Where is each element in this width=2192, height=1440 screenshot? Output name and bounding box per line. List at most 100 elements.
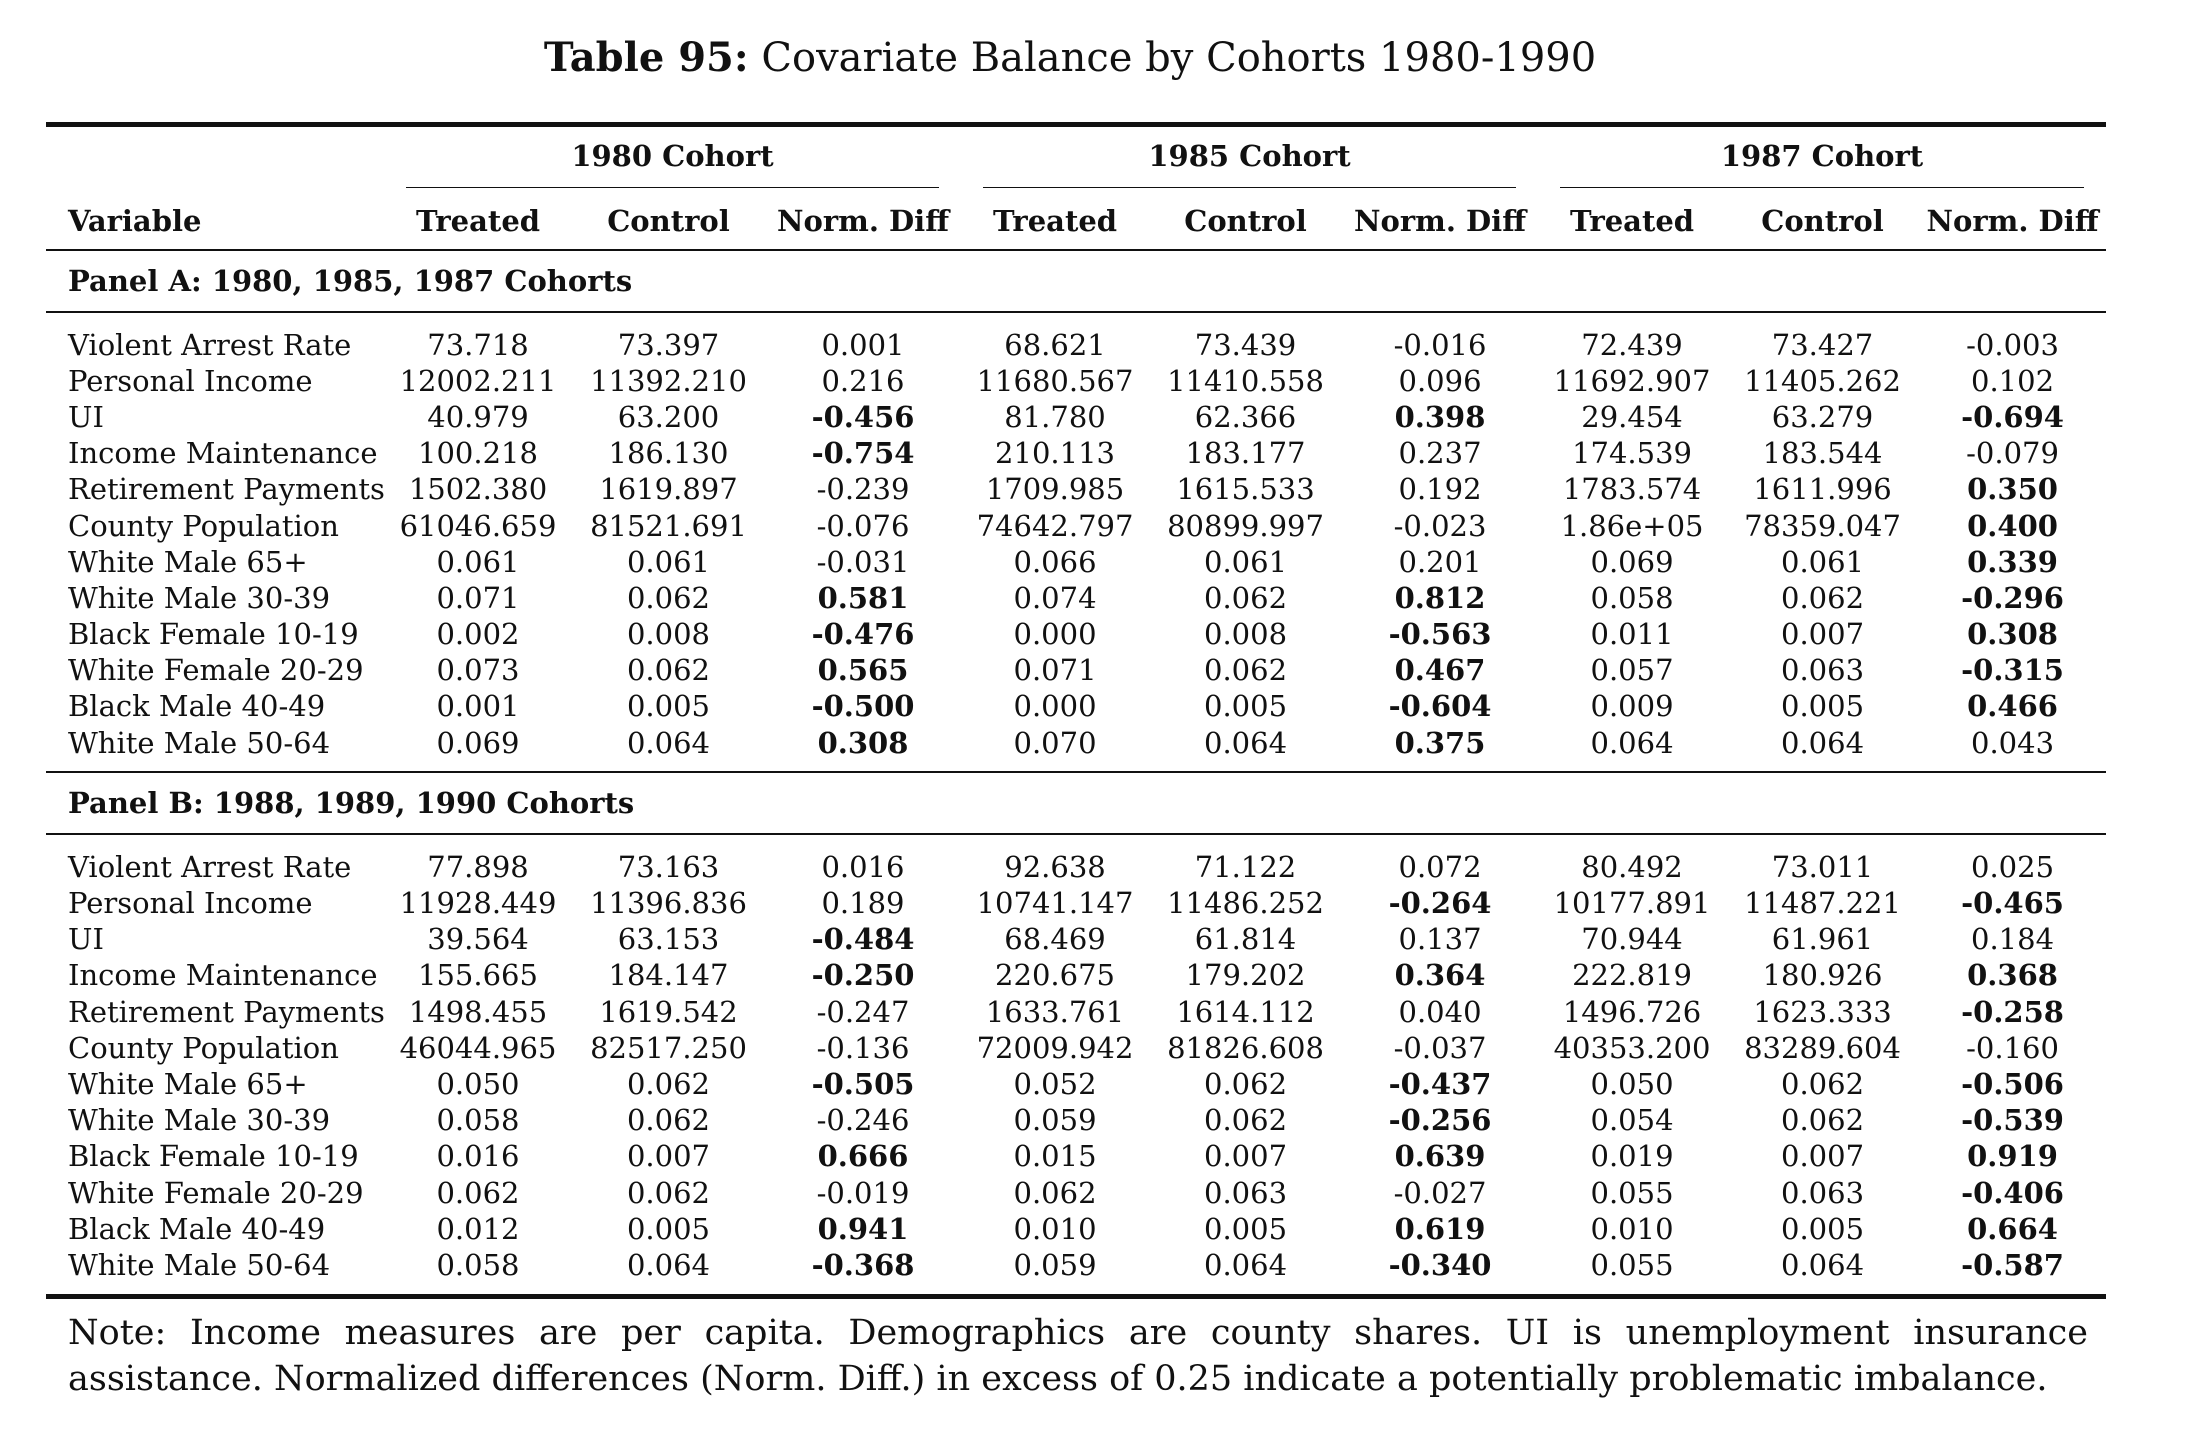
- cell-norm-diff: -0.136: [816, 1030, 910, 1065]
- cell-norm-diff: 0.137: [1398, 922, 1482, 957]
- row-variable-label: White Male 30-39: [68, 1103, 331, 1138]
- cell-norm-diff: 0.639: [1394, 1139, 1486, 1174]
- row-variable-label: White Female 20-29: [68, 653, 364, 688]
- cell-norm-diff: 0.192: [1398, 472, 1482, 507]
- col-treated: Treated: [1569, 204, 1695, 238]
- table-title-label: Table 95:: [543, 34, 749, 81]
- cell-norm-diff: 0.237: [1398, 436, 1482, 471]
- table-row: White Male 50-64 0.069 0.064 0.308 0.070 0.06…: [46, 725, 2106, 761]
- table-title: Table 95: Covariate Balance by Cohorts 1…: [0, 34, 2140, 81]
- cell-norm-diff: 0.025: [1971, 849, 2055, 884]
- cell-norm-diff: 0.666: [817, 1139, 909, 1174]
- cell-control: 0.063: [1781, 653, 1865, 688]
- cell-norm-diff: -0.340: [1388, 1247, 1492, 1282]
- cell-treated: 77.898: [427, 849, 529, 884]
- row-variable-label: White Male 65+: [68, 1066, 308, 1101]
- cell-control: 1611.996: [1753, 472, 1892, 507]
- cell-treated: 174.539: [1572, 436, 1692, 471]
- cell-control: 0.005: [1781, 689, 1865, 724]
- cell-norm-diff: 0.339: [1967, 544, 2058, 579]
- cell-treated: 0.059: [1013, 1247, 1097, 1282]
- row-variable-label: UI: [68, 399, 104, 434]
- cell-treated: 0.016: [436, 1139, 520, 1174]
- cell-treated: 0.058: [1590, 580, 1674, 615]
- cell-treated: 0.000: [1013, 617, 1097, 652]
- panel-end-spacer: [46, 761, 2106, 772]
- cell-treated: 100.218: [418, 436, 538, 471]
- cell-treated: 1502.380: [408, 472, 548, 507]
- cell-control: 11396.836: [590, 886, 747, 921]
- cell-norm-diff: -0.506: [1961, 1066, 2064, 1101]
- cell-norm-diff: 0.308: [817, 725, 909, 760]
- cell-control: 73.427: [1771, 327, 1874, 362]
- cell-control: 73.439: [1194, 327, 1297, 362]
- row-variable-label: Black Female 10-19: [68, 617, 359, 652]
- cell-treated: 0.069: [1590, 544, 1674, 579]
- cell-control: 0.061: [1204, 544, 1288, 579]
- cell-treated: 80.492: [1581, 849, 1683, 884]
- cell-treated: 210.113: [995, 436, 1115, 471]
- cell-treated: 11928.449: [399, 886, 557, 921]
- col-treated: Treated: [415, 204, 541, 238]
- row-variable-label: White Male 65+: [68, 544, 308, 579]
- cell-norm-diff: -0.019: [816, 1175, 910, 1210]
- table-row: White Male 65+ 0.061 0.061 -0.031 0.066 0.061…: [46, 544, 2106, 580]
- row-variable-label: Retirement Payments: [68, 994, 385, 1029]
- cell-treated: 46044.965: [399, 1030, 557, 1065]
- cell-control: 0.063: [1781, 1175, 1865, 1210]
- table-row: UI 40.979 63.200 -0.456 81.780 62.366 0.398 29.…: [46, 399, 2106, 435]
- cell-treated: 0.019: [1590, 1139, 1674, 1174]
- cell-control: 71.122: [1194, 849, 1297, 884]
- cell-control: 0.007: [1781, 1139, 1865, 1174]
- cell-treated: 0.064: [1590, 725, 1674, 760]
- cell-control: 0.062: [1204, 1103, 1288, 1138]
- cell-control: 0.061: [1781, 544, 1865, 579]
- panel-label: Panel A: 1980, 1985, 1987 Cohorts: [68, 264, 633, 298]
- cell-control: 63.153: [617, 922, 720, 957]
- cell-norm-diff: 0.201: [1398, 544, 1482, 579]
- panel-end-spacer: [46, 1284, 2107, 1296]
- cell-treated: 0.001: [436, 689, 520, 724]
- cell-control: 0.062: [626, 1103, 711, 1138]
- cell-control: 0.007: [1781, 617, 1865, 652]
- cell-treated: 222.819: [1572, 958, 1692, 993]
- cell-norm-diff: -0.247: [816, 994, 910, 1029]
- row-variable-label: Violent Arrest Rate: [68, 327, 352, 362]
- cell-control: 0.064: [626, 1247, 711, 1282]
- cell-treated: 0.069: [436, 725, 520, 760]
- cell-treated: 68.469: [1004, 922, 1106, 957]
- cell-norm-diff: 0.001: [821, 327, 905, 362]
- cell-treated: 0.000: [1013, 689, 1097, 724]
- cell-control: 0.062: [1781, 580, 1865, 615]
- cell-treated: 1633.761: [985, 994, 1125, 1029]
- col-treated: Treated: [992, 204, 1118, 238]
- cell-norm-diff: 0.375: [1394, 725, 1486, 760]
- panel-header-row: Panel A: 1980, 1985, 1987 Cohorts: [46, 250, 2107, 312]
- cell-control: 0.064: [1781, 725, 1865, 760]
- table-row: Violent Arrest Rate 73.718 73.397 0.001 68.6…: [46, 327, 2106, 363]
- row-variable-label: Personal Income: [68, 886, 313, 921]
- cell-norm-diff: -0.160: [1966, 1030, 2059, 1065]
- row-variable-label: White Male 30-39: [68, 580, 331, 615]
- table-row: Black Male 40-49 0.012 0.005 0.941 0.010 0.00…: [46, 1211, 2106, 1247]
- cell-control: 0.062: [1204, 580, 1288, 615]
- cell-treated: 10177.891: [1553, 886, 1711, 921]
- cell-treated: 72009.942: [976, 1030, 1134, 1065]
- cell-treated: 0.062: [436, 1175, 520, 1210]
- table-row: White Male 65+ 0.050 0.062 -0.505 0.052 0.062…: [46, 1066, 2106, 1102]
- cell-norm-diff: -0.505: [811, 1066, 915, 1101]
- cell-treated: 0.071: [1013, 653, 1097, 688]
- table-row: White Female 20-29 0.073 0.062 0.565 0.071 0.…: [46, 653, 2106, 689]
- cell-control: 0.005: [626, 689, 711, 724]
- cell-treated: 1783.574: [1562, 472, 1702, 507]
- col-variable: Variable: [68, 204, 202, 238]
- cell-control: 62.366: [1194, 399, 1297, 434]
- cell-control: 0.062: [626, 653, 711, 688]
- cohort-header-1980: 1980 Cohort: [384, 125, 961, 194]
- cell-norm-diff: -0.003: [1966, 327, 2059, 362]
- covariate-balance-table: 1980 Cohort 1985 Cohort 1987 Cohort Vari…: [46, 122, 2107, 1299]
- cell-control: 78359.047: [1744, 508, 1901, 543]
- cell-treated: 1498.455: [408, 994, 548, 1029]
- cell-treated: 0.015: [1013, 1139, 1097, 1174]
- table-row: Black Female 10-19 0.016 0.007 0.666 0.015 0.…: [46, 1139, 2106, 1175]
